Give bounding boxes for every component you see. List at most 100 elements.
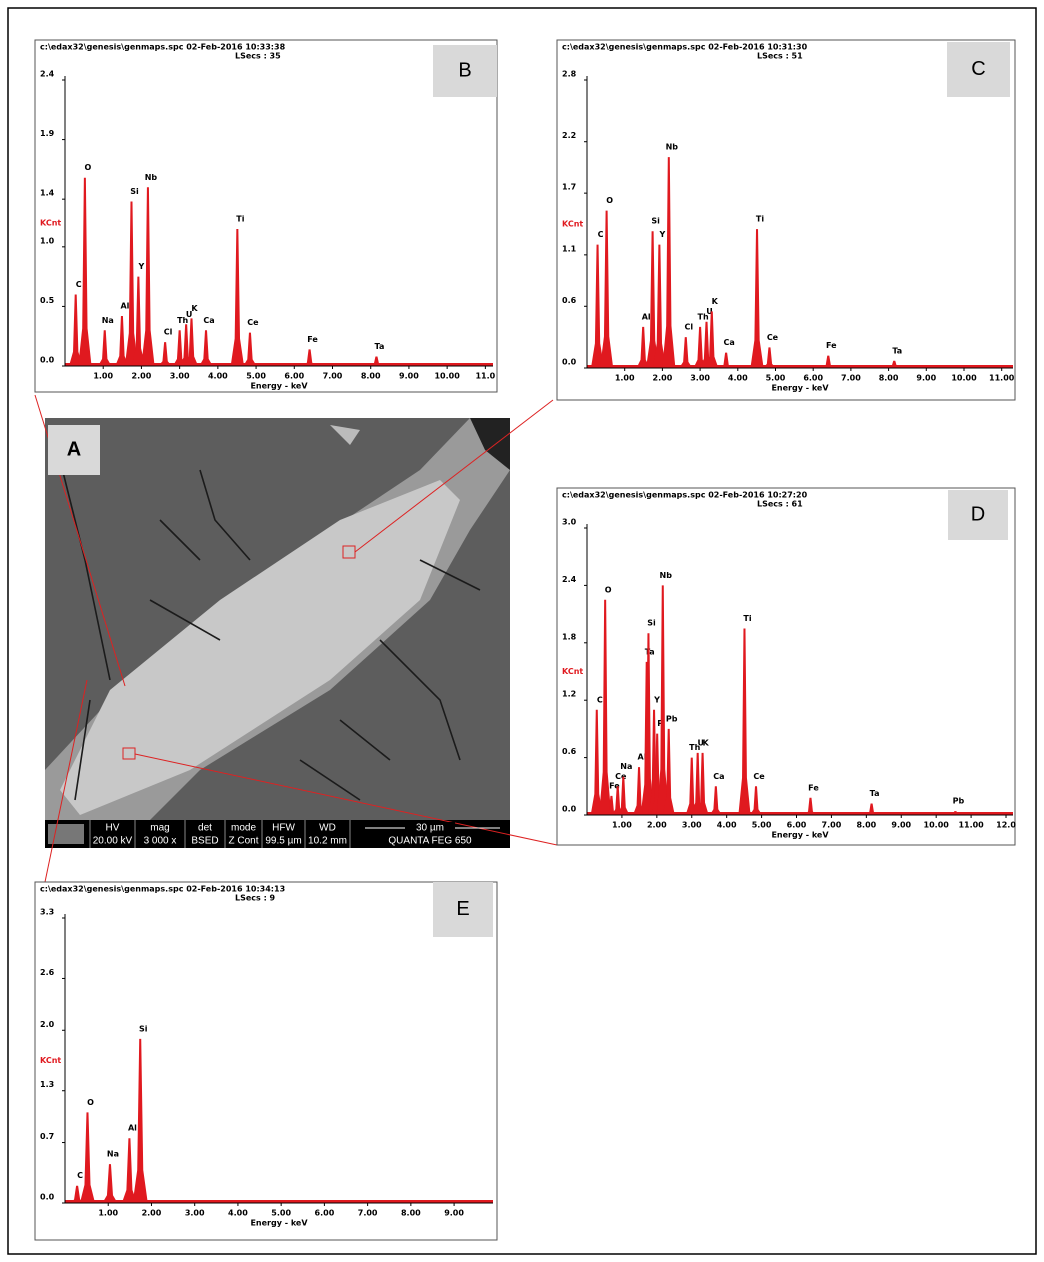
chart-lsecs: LSecs : 61 xyxy=(757,500,803,509)
x-tick-label: 2.00 xyxy=(653,374,673,383)
peak xyxy=(611,786,624,815)
peak-label: Ti xyxy=(743,614,751,623)
peak-label: O xyxy=(87,1098,94,1107)
sem-cracks xyxy=(59,459,481,801)
peak-label: Si xyxy=(130,187,139,196)
info-value: BSED xyxy=(191,836,218,847)
spectrum-baseline xyxy=(65,1200,493,1203)
peak xyxy=(124,201,139,366)
peak-label: Ta xyxy=(892,346,902,355)
info-head: HV xyxy=(106,823,120,834)
peak-label: Ti xyxy=(236,214,244,223)
peak xyxy=(69,1185,85,1203)
x-tick-label: 1.00 xyxy=(93,372,113,381)
y-tick-label: 2.2 xyxy=(562,131,576,140)
connector xyxy=(354,399,554,553)
peak-label: Ti xyxy=(756,215,764,224)
panel-label-box xyxy=(433,882,493,937)
x-tick-label: 9.00 xyxy=(891,821,911,830)
peak xyxy=(131,276,146,366)
peak-label: U xyxy=(186,310,193,319)
peak xyxy=(887,360,901,368)
peak xyxy=(642,633,655,815)
chart-header: c:\edax32\genesis\genmaps.spc 02-Feb-201… xyxy=(40,885,285,894)
peak-label: Al xyxy=(120,301,129,310)
peak-label: U xyxy=(706,307,713,316)
y-tick-label: 2.0 xyxy=(40,1020,55,1029)
panel-label: B xyxy=(458,59,471,81)
sem-dark-corner xyxy=(470,418,510,470)
peak xyxy=(115,315,129,366)
y-tick-label: 1.9 xyxy=(40,129,55,138)
connectors xyxy=(34,394,558,883)
x-tick-label: 1.00 xyxy=(612,821,632,830)
x-tick-label: 11.00 xyxy=(958,821,984,830)
x-tick-label: 2.00 xyxy=(132,372,152,381)
x-tick-label: 7.00 xyxy=(358,1209,378,1218)
y-tick-label: 1.7 xyxy=(562,183,576,192)
chart-header: c:\edax32\genesis\genmaps.spc 02-Feb-201… xyxy=(562,491,808,500)
peak xyxy=(102,1164,118,1203)
peak-label: Ca xyxy=(203,316,214,325)
peak-label: Ca xyxy=(713,772,724,781)
peak xyxy=(691,752,704,815)
chart-frame xyxy=(556,39,1016,401)
panel-label: E xyxy=(456,898,469,920)
y-tick-label: 3.3 xyxy=(40,908,54,917)
x-tick-label: 2.00 xyxy=(142,1209,162,1218)
spectrum-baseline xyxy=(65,363,493,366)
peak xyxy=(656,585,669,815)
peak xyxy=(78,177,92,366)
peak xyxy=(632,767,646,815)
peak xyxy=(651,733,664,815)
x-tick-label: 11.00 xyxy=(989,374,1015,383)
x-tick-label: 5.00 xyxy=(766,374,786,383)
y-tick-label: 1.4 xyxy=(40,189,55,198)
y-tick-label: 0.6 xyxy=(562,747,577,756)
peak xyxy=(679,337,693,368)
peak xyxy=(184,318,199,366)
peak xyxy=(590,244,605,368)
instrument-label: QUANTA FEG 650 xyxy=(388,836,472,847)
peak-label: K xyxy=(702,738,709,747)
peak xyxy=(158,342,172,366)
peak-label: C xyxy=(597,695,603,704)
peak-label: K xyxy=(191,304,198,313)
peak-label: Fe xyxy=(808,783,819,792)
x-tick-label: 6.00 xyxy=(787,821,807,830)
y-tick-label: 2.4 xyxy=(562,575,577,584)
peak-label: Al xyxy=(638,753,647,762)
x-tick-label: 10.00 xyxy=(951,374,977,383)
peak-label: Fe xyxy=(826,341,837,350)
peak xyxy=(199,330,213,366)
peak xyxy=(647,709,661,815)
chart-frame xyxy=(34,39,498,393)
info-head: mode xyxy=(231,823,256,834)
peak xyxy=(230,228,245,366)
x-tick-label: 5.00 xyxy=(271,1209,291,1218)
peak xyxy=(821,355,835,368)
panel-label-box xyxy=(948,490,1008,540)
x-tick-label: 5.00 xyxy=(752,821,772,830)
peak-label: Pb xyxy=(953,797,965,806)
peak xyxy=(605,795,618,815)
panel-label: C xyxy=(971,58,985,80)
x-tick-label: 5.00 xyxy=(246,372,266,381)
info-head: WD xyxy=(319,823,336,834)
spectrum-baseline xyxy=(587,812,1013,815)
x-tick-label: 9.00 xyxy=(916,374,936,383)
peak-label: Si xyxy=(139,1024,148,1033)
x-tick-label: 12.0 xyxy=(996,821,1016,830)
sem-image xyxy=(45,418,510,848)
panel-label: A xyxy=(67,438,81,460)
x-tick-label: 4.00 xyxy=(728,374,748,383)
y-tick-label: 2.8 xyxy=(562,70,577,79)
peak xyxy=(172,330,187,366)
info-head: det xyxy=(198,823,212,834)
x-axis-label: Energy - keV xyxy=(771,384,829,393)
info-value: Z Cont xyxy=(228,836,258,847)
peak-label: Nb xyxy=(660,571,673,580)
connector xyxy=(134,753,558,846)
peak-label: Cl xyxy=(684,323,693,332)
peak-label: K xyxy=(712,297,719,306)
